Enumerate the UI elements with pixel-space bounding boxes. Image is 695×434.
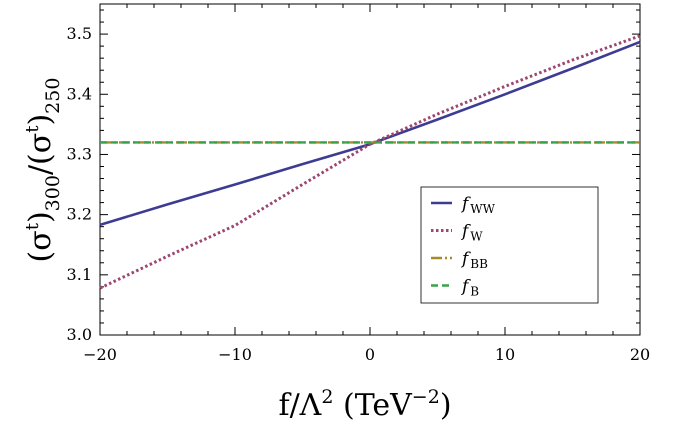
x-tick-label: 0 <box>365 345 375 364</box>
y-tick-label: 3.2 <box>67 205 92 224</box>
ticks <box>99 4 641 336</box>
legend-entries: f WW f W f BB f B <box>431 194 496 299</box>
x-tick-label: 10 <box>495 345 515 364</box>
legend: f WW f W f BB f B <box>420 186 599 304</box>
y-tick-label: 3.4 <box>67 84 92 103</box>
tick-labels: −20 −10 0 10 20 3.0 3.1 3.2 3.3 3.4 3.5 <box>67 24 651 364</box>
y-tick-label: 3.1 <box>67 265 92 284</box>
y-tick-label: 3.5 <box>67 24 92 43</box>
x-tick-label: −20 <box>83 345 117 364</box>
y-tick-label: 3.3 <box>67 144 92 163</box>
legend-label-fWW: f WW <box>460 194 496 216</box>
y-tick-label: 3.0 <box>67 325 92 344</box>
legend-label-fBB: f BB <box>460 249 488 271</box>
y-axis-title: (σt)300/(σt)250 <box>22 78 64 263</box>
x-axis-title: f/Λ2 (TeV−2) <box>278 386 451 423</box>
x-tick-label: −10 <box>218 345 252 364</box>
series-line-fW <box>99 34 641 290</box>
x-tick-label: 20 <box>630 345 650 364</box>
legend-box <box>420 186 599 304</box>
series-lines <box>99 34 641 290</box>
